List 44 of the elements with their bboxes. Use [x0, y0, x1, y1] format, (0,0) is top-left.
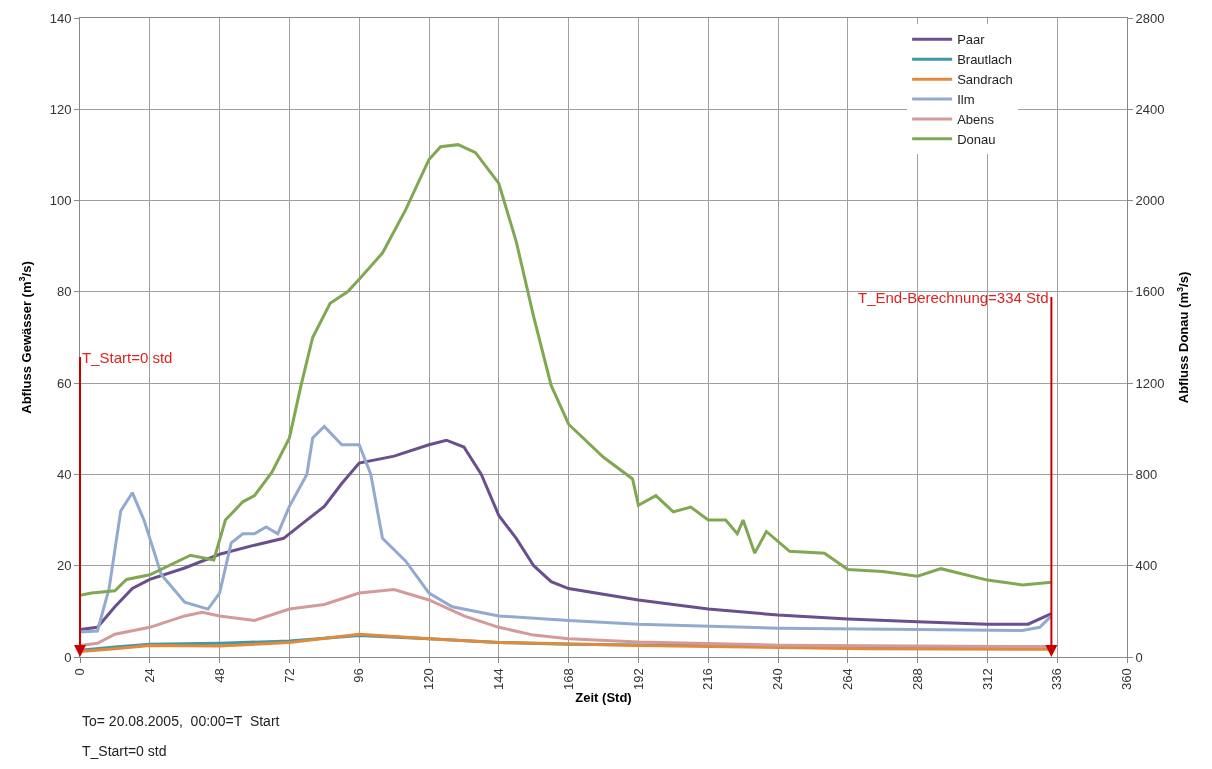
x-tick-label: 360: [1119, 668, 1135, 690]
x-tick-label: 288: [909, 668, 925, 690]
x-tick-label: 96: [351, 668, 367, 683]
text: To= 20.08.2005, 00:00=T Start: [82, 713, 280, 729]
x-tick-label: 240: [770, 668, 786, 690]
x-tick-label: 264: [840, 668, 856, 690]
y2-tick-label: 2800: [1135, 10, 1165, 26]
legend-label: Sandrach: [957, 72, 1013, 88]
y-tick-label: 120: [49, 101, 72, 117]
x-tick-label: 336: [1049, 668, 1065, 690]
x-tick-label: 192: [630, 668, 646, 690]
text: T_Start=0 std: [82, 743, 167, 759]
y2-tick-label: 400: [1135, 558, 1158, 574]
x-tick-label: 48: [211, 668, 227, 683]
annotation: T_Start=0 std: [82, 349, 173, 366]
y2-tick-label: 0: [1135, 649, 1143, 665]
y-tick-label: 80: [56, 284, 72, 300]
y-tick-label: 20: [56, 558, 72, 574]
x-tick-label: 144: [491, 668, 507, 690]
x-tick-label: 72: [281, 668, 297, 683]
y2-tick-label: 1200: [1135, 375, 1165, 391]
x-tick-label: 216: [700, 668, 716, 690]
x-tick-label: 312: [979, 668, 995, 690]
y2-tick-label: 2400: [1135, 101, 1165, 117]
y-tick-label: 60: [56, 375, 72, 391]
y2-tick-label: 1600: [1135, 284, 1165, 300]
legend-label: Abens: [957, 112, 995, 128]
y-tick-label: 140: [49, 10, 72, 26]
y-tick-label: 100: [49, 193, 72, 209]
legend-label: Paar: [957, 32, 986, 48]
x-tick-label: 168: [560, 668, 576, 690]
x-tick-label: 24: [142, 668, 158, 683]
y-tick-label: 40: [56, 466, 72, 482]
x-axis-title: Zeit (Std): [575, 689, 632, 705]
legend-label: Donau: [957, 131, 996, 147]
line-series: [80, 143, 1053, 597]
annotation: T_End-Berechnung=334 Std: [858, 289, 1049, 306]
legend-label: Brautlach: [957, 52, 1013, 68]
x-tick-label: 0: [72, 668, 88, 676]
x-tick-label: 120: [421, 668, 437, 690]
y-tick-label: 0: [64, 649, 72, 665]
y2-tick-label: 800: [1135, 466, 1158, 482]
legend-label: Ilm: [957, 92, 975, 108]
y2-tick-label: 2000: [1135, 193, 1165, 209]
